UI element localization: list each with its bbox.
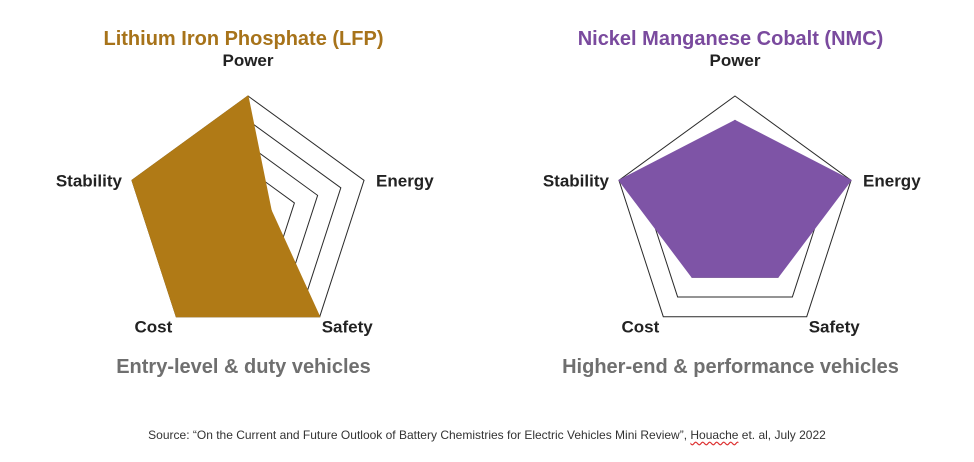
lfp-chart-subtitle: Entry-level & duty vehicles [116, 356, 371, 378]
nmc-chart-subtitle: Higher-end & performance vehicles [562, 356, 899, 378]
nmc-chart-title: Nickel Manganese Cobalt (NMC) [577, 28, 884, 50]
nmc-radar-chart: Power Energy Safety Cost Stability [543, 51, 921, 337]
source-suffix: et. al, July 2022 [738, 428, 826, 442]
data-area-series-0 [618, 119, 852, 278]
axis-label-power: Power [709, 51, 760, 70]
grid-ring-5 [618, 95, 852, 318]
axis-label-stability: Stability [543, 171, 610, 190]
source-prefix: Source: “On the Current and Future Outlo… [148, 428, 691, 442]
axis-label-safety: Safety [809, 318, 861, 337]
lfp-chart-title: Lithium Iron Phosphate (LFP) [103, 28, 384, 50]
axis-label-energy: Energy [863, 171, 921, 190]
source-citation: Source: “On the Current and Future Outlo… [0, 428, 974, 442]
axis-label-energy: Energy [376, 171, 434, 190]
data-area-series-0 [131, 95, 321, 318]
source-author: Houache [690, 428, 739, 442]
axis-label-safety: Safety [322, 318, 374, 337]
axis-label-cost: Cost [622, 318, 660, 337]
axis-label-cost: Cost [135, 318, 173, 337]
axis-label-power: Power [222, 51, 273, 70]
lfp-chart-panel: Lithium Iron Phosphate (LFP) Power Energy… [0, 0, 487, 400]
axis-label-stability: Stability [56, 171, 123, 190]
lfp-radar-chart: Power Energy Safety Cost Stability [56, 51, 434, 337]
nmc-chart-panel: Nickel Manganese Cobalt (NMC) Power Energ… [487, 0, 974, 400]
